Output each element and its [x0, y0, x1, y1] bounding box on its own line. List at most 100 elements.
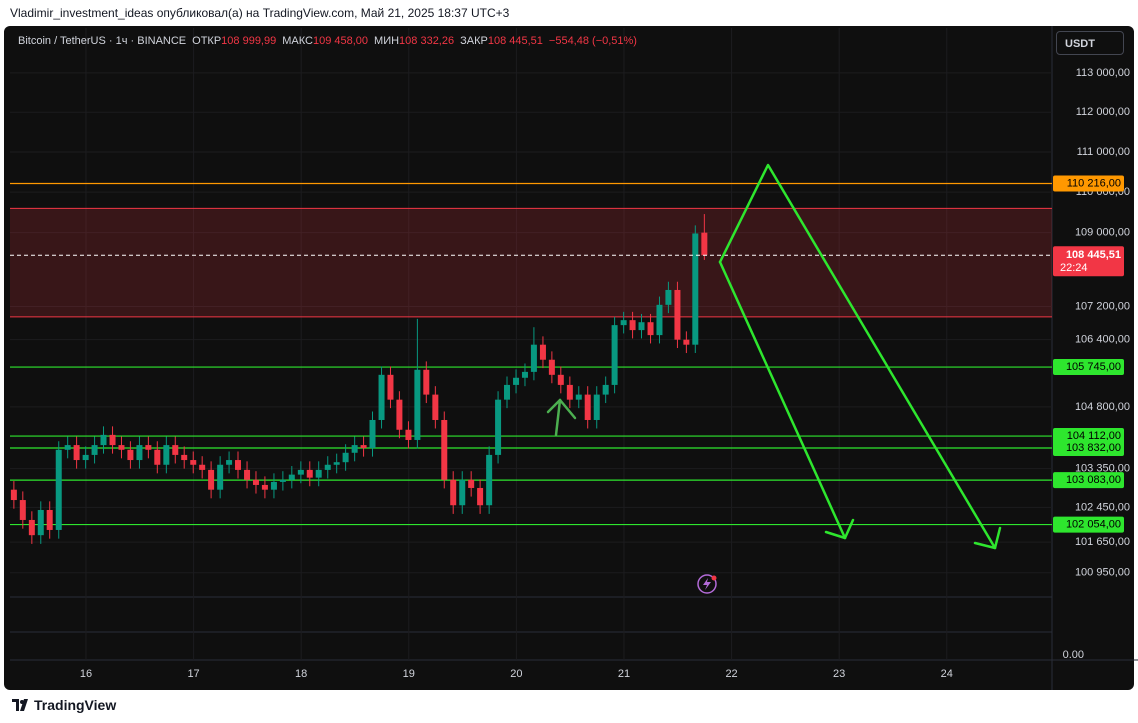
level-label: 104 112,00	[1067, 430, 1121, 442]
candle-body	[495, 399, 502, 455]
candle-body	[208, 469, 215, 490]
candle-body	[172, 445, 179, 455]
x-tick-label: 16	[80, 668, 92, 680]
candle-body	[575, 394, 582, 400]
publish-info: Vladimir_investment_ideas опубликовал(а)…	[10, 6, 510, 20]
y-tick-label: 109 000,00	[1075, 227, 1130, 239]
candle-body	[306, 469, 313, 478]
candle-body	[46, 509, 53, 530]
candle-body	[136, 445, 143, 461]
candle-body	[396, 399, 403, 430]
candle-body	[163, 445, 170, 465]
logo-shape	[12, 699, 28, 711]
candle-body	[279, 479, 286, 482]
candle-body	[252, 479, 259, 485]
candle-body	[10, 489, 17, 501]
y-tick-label: 102 450,00	[1075, 501, 1130, 513]
candle-body	[477, 487, 484, 506]
candle-body	[513, 377, 520, 385]
brand-name: TradingView	[34, 697, 117, 713]
candle-body	[235, 460, 242, 470]
close-value: 108 445,51	[487, 35, 543, 47]
candle-body	[261, 484, 268, 490]
countdown-label: 22:24	[1060, 262, 1088, 274]
arrow-head	[824, 518, 855, 540]
level-label: 103 832,00	[1066, 442, 1121, 454]
candle-body	[539, 344, 546, 360]
candle-body	[100, 434, 107, 446]
level-label-box	[1053, 175, 1124, 192]
drawings	[546, 163, 1002, 550]
y-tick-label: 104 800,00	[1075, 401, 1130, 413]
symbol[interactable]: Bitcoin / TetherUS · 1ч · BINANCE	[18, 35, 187, 47]
y-tick-label: 113 000,00	[1076, 67, 1130, 79]
arrow-head	[973, 526, 1002, 550]
candle-body	[181, 454, 188, 461]
alert-icon[interactable]	[697, 574, 717, 594]
x-tick-label: 18	[295, 668, 307, 680]
candle-body	[288, 474, 295, 480]
level-label: 105 745,00	[1066, 361, 1121, 373]
level-label-box	[1053, 439, 1124, 456]
marks	[10, 182, 1052, 544]
candle-body	[55, 449, 62, 530]
candle-body	[638, 322, 645, 331]
ohlc-legend: Bitcoin / TetherUS · 1ч · BINANCE ОТКР 10…	[18, 35, 637, 47]
candle-body	[701, 232, 708, 256]
x-tick-label: 22	[725, 668, 737, 680]
candle-body	[629, 320, 636, 331]
candle-body	[566, 384, 573, 400]
y-tick-label: 111 000,00	[1077, 146, 1130, 158]
candle-body	[459, 479, 466, 506]
logo-dot	[20, 700, 24, 704]
low-label: МИН	[374, 35, 400, 47]
level-label-box	[1053, 359, 1124, 376]
candle-body	[73, 445, 80, 461]
candle-body	[64, 445, 71, 450]
open-value: 108 999,99	[221, 35, 277, 47]
candle-body	[423, 369, 430, 395]
candle-body	[145, 445, 152, 450]
candle-body	[109, 434, 116, 446]
candle-body	[602, 384, 609, 395]
y-tick-label: 112 000,00	[1076, 106, 1130, 118]
low-value: 108 332,26	[399, 35, 455, 47]
alert-dot[interactable]	[711, 575, 717, 581]
currency-button[interactable]: USDT	[1056, 31, 1124, 55]
level-label-box	[1053, 472, 1124, 489]
x-tick-label: 23	[833, 668, 845, 680]
candle-body	[387, 374, 394, 400]
candle-body	[342, 452, 349, 463]
candle-body	[530, 344, 537, 372]
candle-body	[369, 419, 376, 449]
alert-bolt[interactable]	[703, 578, 711, 590]
x-tick-label: 17	[187, 668, 199, 680]
candle-body	[217, 464, 224, 490]
candle-body	[378, 374, 385, 420]
candle-body	[199, 464, 206, 470]
chart-panel	[4, 26, 1134, 690]
alert-circle[interactable]	[697, 574, 717, 594]
candle-body	[432, 394, 439, 420]
change-value: −554,48 (−0,51%)	[548, 35, 637, 47]
candle-body	[692, 233, 699, 345]
brand-logo	[12, 699, 28, 711]
candle-body	[154, 449, 161, 465]
level-label: 110 216,00	[1067, 177, 1121, 189]
candle-body	[244, 469, 251, 480]
price-label: 108 445,51	[1066, 249, 1121, 261]
candle-body	[656, 304, 663, 336]
x-tick-label: 21	[618, 668, 630, 680]
x-tick-label: 20	[510, 668, 522, 680]
high-label: МАКС	[282, 35, 313, 47]
candle-body	[414, 369, 421, 440]
candle-body	[557, 374, 564, 385]
candle-body	[324, 464, 331, 470]
candle-body	[674, 289, 681, 340]
grid	[10, 28, 1052, 660]
candle-body	[360, 445, 367, 449]
candle-body	[441, 419, 448, 480]
candle-body	[584, 394, 591, 420]
